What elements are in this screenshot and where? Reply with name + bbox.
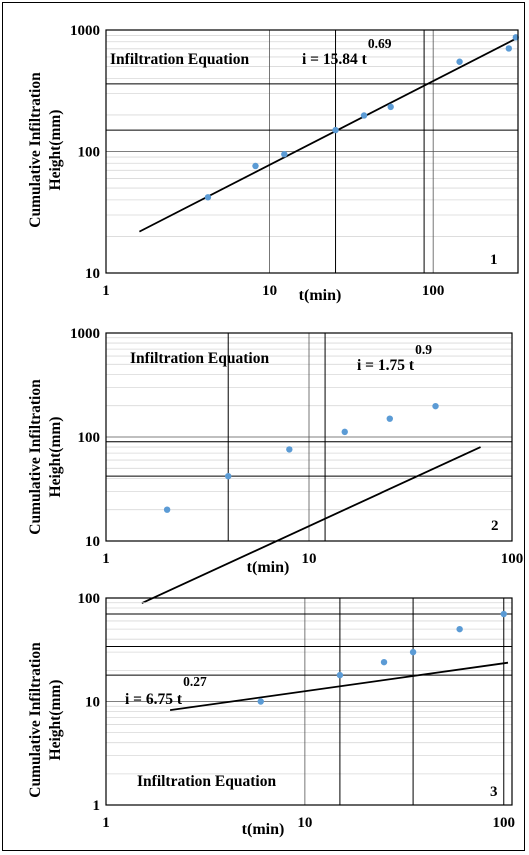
data-point	[163, 506, 171, 513]
panel-3-y-tick-labels: 1 10 100	[78, 591, 101, 814]
panel-2-equation: i = 1.75 t	[357, 357, 415, 374]
data-point	[387, 103, 394, 111]
x-tick-label: 1	[102, 551, 110, 567]
x-tick-label: 100	[493, 815, 516, 831]
y-tick-label: 100	[78, 591, 101, 607]
data-point	[456, 625, 463, 633]
panel-3-y-axis-label-line-2: Height(mm)	[47, 680, 64, 761]
data-point	[286, 446, 293, 453]
panel-2-number: 2	[491, 518, 499, 534]
panel-3-points	[257, 610, 507, 705]
data-point	[500, 610, 507, 618]
data-point	[380, 658, 388, 666]
panel-3-x-axis-label: t(min)	[242, 821, 285, 838]
y-tick-label: 1	[93, 798, 101, 814]
data-point	[456, 58, 463, 65]
y-tick-label: 1000	[70, 23, 100, 39]
panel-2-y-axis-label-line-2: Height(mm)	[47, 417, 64, 498]
fit-line	[138, 37, 517, 233]
panel-3-grid	[106, 598, 512, 805]
panel-2-plot-border	[105, 332, 513, 542]
panel-1-plot-border	[105, 29, 519, 274]
fit-line	[169, 661, 509, 712]
y-tick-label: 1000	[70, 326, 100, 342]
panel-1-y-tick-labels: 10 100 1000	[70, 23, 100, 282]
data-point	[505, 45, 513, 52]
y-tick-label: 10	[85, 695, 100, 711]
panel-1-equation-title: Infiltration Equation	[110, 51, 249, 68]
y-tick-label: 100	[78, 430, 101, 446]
y-tick-label: 10	[85, 534, 100, 550]
panel-2-equation-exponent: 0.9	[415, 342, 432, 357]
panel-3-y-axis-label-line-1: Cumulative Infiltration	[27, 642, 44, 798]
y-tick-label: 100	[78, 145, 101, 161]
panel-2-x-tick-labels: 1 10 100	[102, 551, 523, 567]
panel-3-plot-border	[105, 597, 513, 806]
data-point	[252, 162, 259, 170]
panel-1-x-axis-label: t(min)	[299, 287, 342, 304]
panel-2-y-axis-label-line-1: Cumulative Infiltration	[27, 379, 44, 535]
panel-3-reference-lines	[106, 598, 512, 805]
x-tick-label: 100	[422, 283, 445, 299]
panel-2-reference-lines	[106, 333, 512, 541]
y-tick-label: 10	[85, 266, 100, 282]
fit-line	[141, 446, 481, 605]
data-point	[332, 126, 339, 134]
data-point	[432, 402, 439, 410]
data-point	[225, 472, 232, 480]
panel-1-y-axis-label-line-2: Height(mm)	[47, 110, 64, 191]
data-point	[386, 415, 393, 422]
panel-1-fit-line	[138, 37, 517, 233]
panel-1-x-tick-labels: 1 10 100	[102, 283, 444, 299]
data-point	[360, 112, 368, 119]
data-point	[204, 194, 212, 201]
panel-3-fit-line	[169, 661, 509, 712]
data-point	[281, 151, 288, 158]
panel-2-x-axis-label: t(min)	[247, 559, 290, 576]
panel-1-equation-exponent: 0.69	[368, 36, 392, 51]
panel-2-points	[163, 402, 439, 513]
x-tick-label: 10	[302, 551, 317, 567]
x-tick-label: 10	[262, 283, 277, 299]
data-point	[257, 698, 264, 705]
x-tick-label: 1	[102, 283, 110, 299]
panel-1-equation: i = 15.84 t	[302, 51, 368, 68]
panel-2-equation-title: Infiltration Equation	[130, 350, 269, 367]
panel-2-fit-line	[141, 446, 481, 605]
panel-1-y-axis-label-line-1: Cumulative Infiltration	[27, 72, 44, 228]
x-tick-label: 10	[297, 815, 312, 831]
panel-1-number: 1	[490, 252, 498, 268]
panel-3-x-tick-labels: 1 10 100	[102, 815, 515, 831]
panel-3: 1 10 100 1 10 100 Cumulative Infiltration He…	[27, 591, 515, 838]
panel-3-equation: i = 6.75 t	[125, 691, 183, 708]
data-point	[336, 671, 344, 679]
panel-3-number: 3	[490, 784, 498, 800]
data-point	[409, 648, 417, 656]
panel-3-equation-exponent: 0.27	[183, 674, 207, 689]
panel-1-reference-lines	[106, 30, 518, 273]
panel-1-grid	[106, 30, 518, 273]
panel-2-y-tick-labels: 10 100 1000	[70, 326, 100, 550]
x-tick-label: 1	[102, 815, 110, 831]
x-tick-label: 100	[501, 551, 524, 567]
data-point	[341, 428, 348, 436]
panel-3-equation-title: Infiltration Equation	[137, 773, 276, 790]
panel-1-points	[204, 34, 520, 201]
